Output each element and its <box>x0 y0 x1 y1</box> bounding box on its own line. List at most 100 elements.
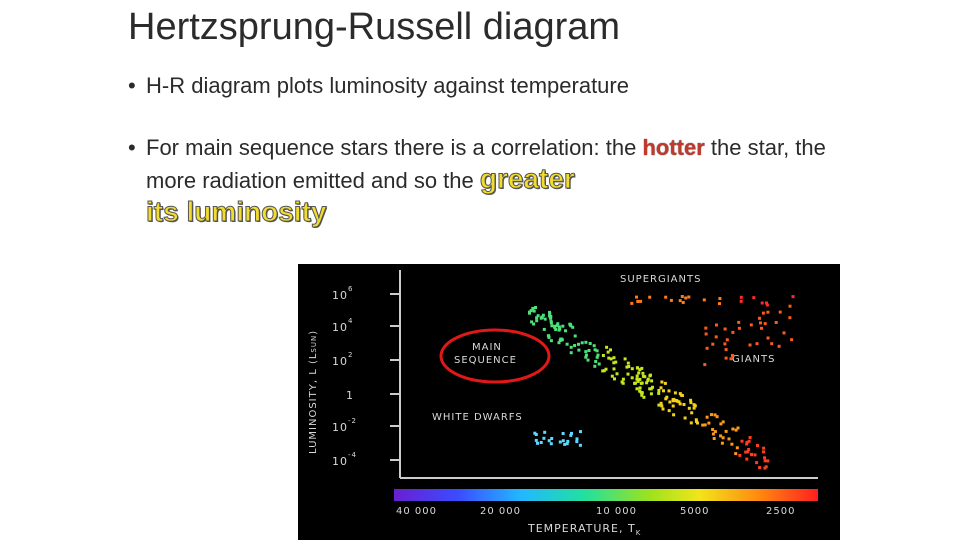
star-dot <box>673 391 677 395</box>
star-dot <box>564 329 567 333</box>
star-dot <box>671 399 675 403</box>
star-dot <box>761 311 765 315</box>
x-tick-label: 40 000 <box>396 506 437 517</box>
star-dot <box>682 403 686 406</box>
y-tick-label: 104 <box>332 317 353 334</box>
x-tick-label: 10 000 <box>596 506 637 517</box>
star-dot <box>665 395 669 399</box>
star-dot <box>668 400 672 404</box>
star-dot <box>541 313 545 317</box>
star-dot <box>737 326 741 330</box>
star-dot <box>556 322 560 326</box>
star-dot <box>531 306 535 310</box>
star-dot <box>661 407 665 411</box>
star-dot <box>534 433 538 436</box>
y-tick-labels: 106 104 102 1 10-2 10-4 <box>332 285 356 468</box>
supergiants-label: SUPERGIANTS <box>620 274 701 285</box>
star-dot <box>549 339 553 343</box>
star-dot <box>561 432 565 435</box>
star-dot <box>705 415 709 419</box>
star-dot <box>548 314 551 318</box>
star-dot <box>612 356 616 360</box>
x-tick-label: 5000 <box>680 506 709 517</box>
star-dot <box>641 374 645 378</box>
bullet-1-text: H-R diagram plots luminosity against tem… <box>146 73 629 98</box>
star-dot <box>766 336 770 340</box>
star-dot <box>731 427 735 431</box>
bullet-2: • For main sequence stars there is a cor… <box>128 132 848 229</box>
y-tick-label: 106 <box>332 285 353 302</box>
star-dot <box>778 310 782 314</box>
star-dot <box>558 327 562 331</box>
star-dot <box>584 340 588 344</box>
star-dot <box>687 406 691 410</box>
star-dot <box>605 345 609 349</box>
star-dot <box>674 399 678 402</box>
star-dot <box>739 295 743 299</box>
star-dot <box>577 348 581 352</box>
star-dot <box>660 380 664 384</box>
star-dot <box>586 358 590 362</box>
star-dot <box>636 366 640 370</box>
star-dot <box>630 301 634 305</box>
star-dot <box>542 436 546 440</box>
star-dot <box>615 372 619 376</box>
star-dot <box>740 439 744 443</box>
star-dot <box>607 356 611 360</box>
star-dot <box>595 349 599 353</box>
star-dot <box>707 421 711 425</box>
giants-label: GIANTS <box>732 354 775 365</box>
star-dot <box>557 341 561 345</box>
star-dot <box>563 442 567 446</box>
star-dot <box>738 453 742 457</box>
star-dot <box>547 335 551 339</box>
star-dot <box>649 387 653 391</box>
star-dot <box>557 325 561 329</box>
star-dot <box>659 386 663 390</box>
star-dot <box>542 327 546 331</box>
star-dot <box>593 348 597 352</box>
star-dot <box>745 457 749 461</box>
star-dot <box>683 416 687 420</box>
star-dot <box>765 303 769 307</box>
star-dot <box>735 446 739 450</box>
star-dot <box>630 367 634 371</box>
star-dot <box>711 342 715 346</box>
star-dot <box>721 436 725 440</box>
star-dot <box>578 443 582 447</box>
star-dot <box>672 413 676 417</box>
star-dot <box>579 430 582 434</box>
star-dot <box>669 298 673 302</box>
star-dot <box>550 437 554 440</box>
star-dot <box>540 315 544 319</box>
star-dot <box>713 430 717 434</box>
star-dot <box>766 459 770 463</box>
star-dot <box>625 365 629 369</box>
star-dot <box>638 368 642 372</box>
star-dot <box>703 363 707 367</box>
star-dot <box>788 316 792 320</box>
star-dot <box>626 361 630 365</box>
star-dot <box>543 430 547 434</box>
star-dot <box>755 342 759 346</box>
bullet-2-text: For main sequence stars there is a corre… <box>128 132 848 229</box>
star-dot <box>601 354 605 357</box>
star-dot <box>549 316 553 320</box>
star-dot <box>549 321 553 325</box>
star-dot <box>724 356 728 360</box>
star-dot <box>734 428 738 432</box>
star-dot <box>549 442 553 446</box>
x-tick-labels: 40 000 20 000 10 000 5000 2500 <box>396 506 794 517</box>
star-dot <box>641 371 645 375</box>
star-dot <box>536 441 539 445</box>
star-dot <box>573 344 577 347</box>
star-dot <box>588 342 592 345</box>
star-dot <box>621 377 625 381</box>
star-dot <box>536 314 540 318</box>
star-dot <box>755 461 759 465</box>
star-dot <box>648 374 652 378</box>
hr-diagram-image: 106 104 102 1 10-2 10-4 LUMINOSITY, L (LSUN) … <box>298 264 840 540</box>
luminosity-highlight: its luminosity <box>145 196 327 228</box>
star-dot <box>566 439 570 443</box>
